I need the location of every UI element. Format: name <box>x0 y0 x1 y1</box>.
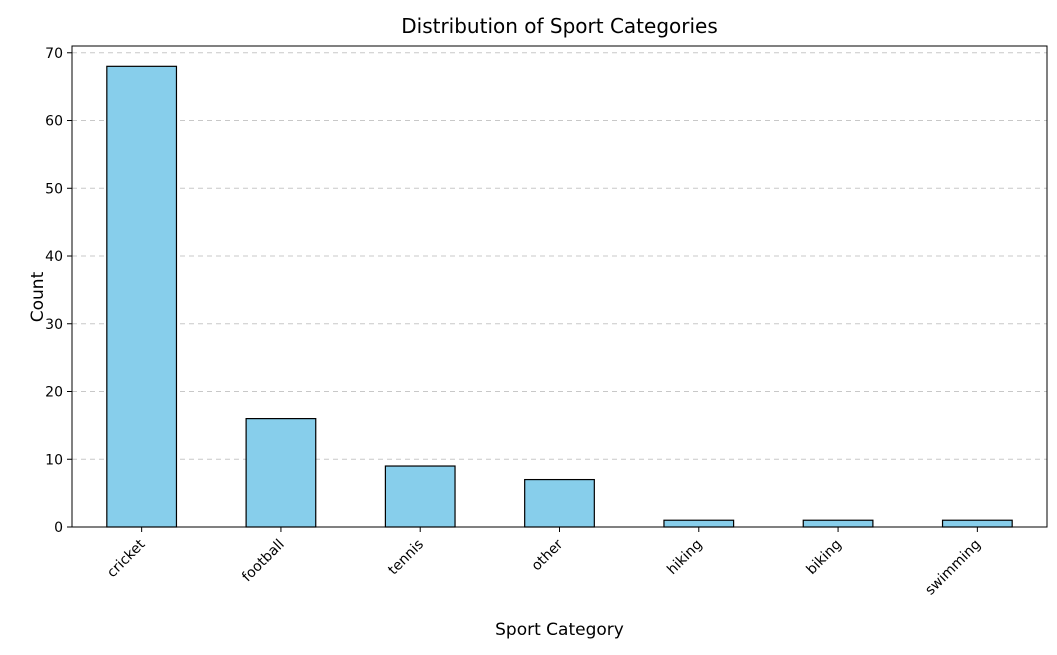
bar-hiking <box>663 519 735 528</box>
plot-frame <box>71 45 1048 528</box>
x-tick-label: football <box>239 537 288 586</box>
y-tick-label: 20 <box>45 385 63 401</box>
y-tick-label: 40 <box>45 249 63 265</box>
gridlines <box>72 52 1047 460</box>
x-tick-label: biking <box>804 537 845 578</box>
bars <box>106 65 1013 528</box>
x-tick-label: cricket <box>104 536 149 581</box>
y-tick-label: 50 <box>45 181 63 197</box>
bar-tennis <box>384 465 456 528</box>
y-tick-label: 30 <box>45 317 63 333</box>
y-tick-label: 70 <box>45 46 63 62</box>
y-tick-label: 10 <box>45 452 63 468</box>
chart-title: Distribution of Sport Categories <box>401 14 718 38</box>
x-tick-label: swimming <box>922 537 984 599</box>
bar-football <box>245 418 317 528</box>
x-tick-label: hiking <box>664 537 705 578</box>
bar-swimming <box>941 519 1013 528</box>
x-axis-label: Sport Category <box>495 620 624 640</box>
x-tick-label: other <box>529 536 567 574</box>
bar-cricket <box>106 65 178 528</box>
bar-biking <box>802 519 874 528</box>
y-tick-label: 60 <box>45 114 63 130</box>
x-tick-label: tennis <box>385 537 427 579</box>
y-tick-label: 0 <box>54 520 63 536</box>
bar-other <box>524 478 595 528</box>
